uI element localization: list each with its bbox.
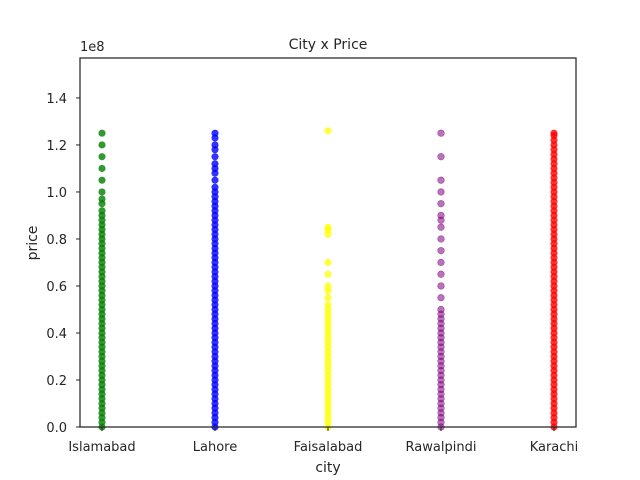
data-point [211, 176, 219, 184]
y-tick-label: 1.2 [46, 139, 67, 154]
data-point [324, 294, 332, 302]
y-tick-label: 0.6 [46, 280, 67, 295]
data-points [98, 127, 558, 431]
y-tick-label: 1.0 [46, 186, 67, 201]
series-faisalabad [324, 127, 332, 431]
y-tick-label: 0.4 [46, 327, 67, 342]
x-tick-label: Islamabad [68, 440, 135, 455]
data-point [437, 153, 445, 161]
data-point [437, 305, 445, 314]
data-point [324, 223, 332, 231]
data-point [211, 153, 219, 161]
data-point [437, 211, 445, 220]
data-point [98, 188, 106, 196]
data-point [324, 282, 332, 290]
data-point [324, 270, 332, 278]
x-axis-title: city [315, 460, 340, 476]
x-tick-label: Karachi [530, 440, 579, 455]
series-lahore [211, 129, 219, 431]
y-axis-title: price [25, 226, 41, 261]
data-point [211, 129, 219, 137]
data-point [437, 294, 445, 302]
data-point [98, 164, 106, 173]
data-point [437, 235, 445, 243]
data-point [211, 160, 219, 168]
data-point [98, 176, 106, 184]
y-tick-label: 0.0 [46, 421, 67, 436]
data-point [437, 200, 445, 208]
x-tick-label: Rawalpindi [406, 440, 477, 455]
data-point [98, 141, 106, 149]
series-rawalpindi [437, 129, 445, 431]
y-axis-ticks: 0.0 0.2 0.4 0.6 0.8 1.0 1.2 1.4 [46, 92, 80, 436]
data-point [211, 141, 219, 149]
data-point [211, 183, 219, 191]
data-point [437, 282, 445, 290]
y-tick-label: 1.4 [46, 92, 67, 107]
data-point [98, 195, 106, 203]
data-point [437, 223, 445, 231]
series-islamabad [98, 129, 106, 431]
data-point [437, 188, 445, 196]
data-point [98, 153, 106, 161]
series-karachi [550, 129, 558, 431]
x-tick-label: Faisalabad [294, 440, 363, 455]
x-axis-ticks: Islamabad Lahore Faisalabad Rawalpindi Karac… [68, 427, 578, 455]
y-tick-label: 0.2 [46, 374, 67, 389]
data-point [437, 270, 445, 278]
chart-title: City x Price [289, 37, 368, 53]
data-point [550, 129, 558, 137]
data-point [437, 176, 445, 184]
data-point [98, 129, 106, 137]
data-point [324, 301, 332, 309]
data-point [324, 258, 332, 267]
data-point [437, 129, 445, 137]
data-point [437, 247, 445, 255]
x-tick-label: Lahore [193, 440, 237, 455]
data-point [324, 127, 332, 135]
data-point [98, 207, 106, 215]
y-offset-label: 1e8 [80, 40, 105, 55]
y-tick-label: 0.8 [46, 233, 67, 248]
data-point [437, 258, 445, 267]
